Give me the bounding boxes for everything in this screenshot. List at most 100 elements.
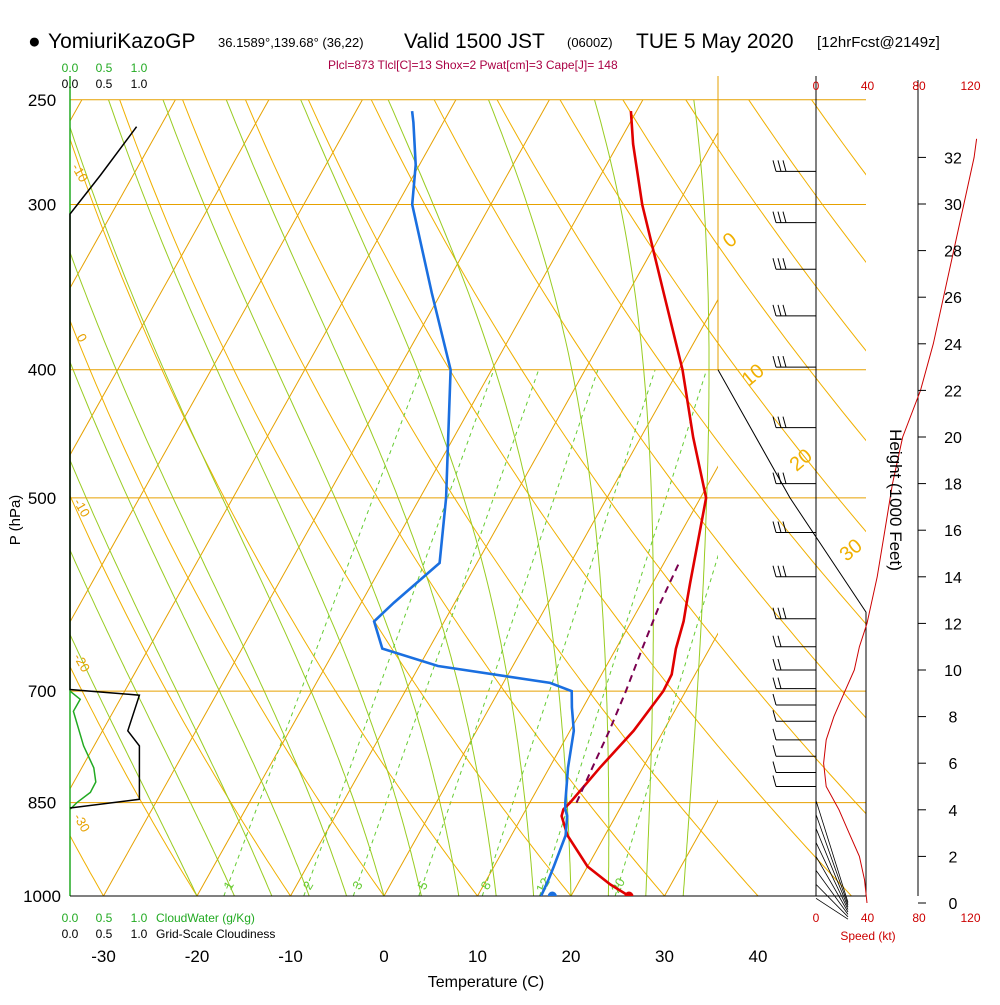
temperature-tick-label: -20 [185,947,210,966]
pressure-axis-title: P (hPa) [7,495,24,546]
wind-barb-flag [783,305,786,316]
wind-barb-flag [773,745,776,756]
wind-barb-flag [778,356,781,367]
height-tick-label: 28 [944,244,962,261]
surface-dewpoint-dot [548,892,557,901]
height-tick-label: 22 [944,383,962,400]
model-name: YomiuriKazoGP [48,30,195,54]
forecast-date: TUE 5 May 2020 [636,30,794,54]
dry-adiabat [937,100,1000,896]
height-tick-label: 12 [944,616,962,633]
stability-indices: Plcl=873 Tlcl[C]=13 Shox=2 Pwat[cm]=3 Ca… [328,58,618,72]
height-tick-label: 14 [944,570,962,587]
temperature-tick-label: 40 [749,947,768,966]
height-tick-label: 0 [949,896,958,913]
wind-barb-flag [783,258,786,269]
dry-adiabat-label: 30 [836,535,867,566]
parcel-line [577,563,680,803]
wind-barb-flag [773,636,776,647]
cloudiness-tick-top: 0.0 [62,77,79,91]
valid-time: Valid 1500 JST [404,30,545,54]
wind-barb-flag [773,160,776,171]
sounding-series [374,111,706,900]
temperature-tick-label: 0 [379,947,388,966]
speed-tick-top: 0 [813,79,820,93]
wind-barb-flag [773,258,776,269]
height-tick-label: 24 [944,337,962,354]
isotherm-label: -20 [71,651,93,675]
surface-temperature-dot [624,892,633,901]
cloudiness-tick-bottom: 1.0 [131,927,148,941]
height-tick-label: 10 [944,663,962,680]
wind-barb-staff [816,800,848,902]
cloudiness-axis-label: Grid-Scale Cloudiness [156,927,275,941]
speed-tick-bottom: 80 [912,911,926,925]
mixing-ratio-line [304,370,494,896]
cloudwater-tick-bottom: 0.0 [62,911,79,925]
wind-barb-flag [773,473,776,484]
cloudiness-tick-top: 0.5 [96,77,113,91]
pressure-tick-label: 250 [28,91,56,110]
wind-barb-flag [778,212,781,223]
wind-barb-flag [778,258,781,269]
dry-adiabat-label: 10 [738,360,769,391]
cloudiness-tick-top: 1.0 [131,77,148,91]
wind-barb-flag [783,212,786,223]
isotherm-label: -10 [69,161,91,185]
wind-barb-flag [778,636,781,647]
wind-barb-staff [816,856,848,912]
height-tick-label: 2 [949,849,958,866]
wind-barb-flag [783,417,786,428]
wind-barb-flag [783,473,786,484]
wind-barb-flag [773,729,776,740]
isotherm-label: -10 [71,496,93,520]
cloudwater-tick-top: 0.0 [62,61,79,75]
speed-tick-top: 80 [912,79,926,93]
speed-tick-top: 40 [861,79,875,93]
temperature-tick-label: 30 [655,947,674,966]
wind-barb-flag [773,776,776,787]
utc-time: (0600Z) [567,35,613,50]
height-tick-label: 32 [944,150,962,167]
speed-axis-label: Speed (kt) [840,929,895,943]
wind-barb-flag [773,522,776,533]
speed-tick-bottom: 120 [960,911,980,925]
wind-barb-flag [778,566,781,577]
wind-barb-staff [816,884,848,916]
isotherm-label: -30 [71,811,93,835]
temperature-axis-title: Temperature (C) [428,974,544,991]
pressure-tick-label: 1000 [23,887,61,906]
height-tick-label: 26 [944,290,962,307]
wind-barb-flag [778,522,781,533]
wind-barb-flag [773,694,776,705]
speed-tick-top: 120 [960,79,980,93]
wind-barb-flag [773,305,776,316]
wind-barb-flag [783,522,786,533]
mixing-ratio-label: 3 [349,878,366,892]
wind-barb-flag [778,160,781,171]
pressure-tick-label: 700 [28,682,56,701]
temperature-tick-label: -10 [278,947,303,966]
temperature-line [562,111,707,896]
cloudiness-line [70,127,139,808]
pressure-tick-label: 850 [28,794,56,813]
cloudwater-tick-top: 1.0 [131,61,148,75]
wind-barb-staff [816,898,848,919]
mixing-ratio-line [482,370,655,896]
dry-adiabat-label: 0 [719,228,742,252]
wind-barb-flag [778,305,781,316]
wind-barb-staff [816,814,848,904]
wind-barb-flag [783,356,786,367]
wind-barb-flag [783,160,786,171]
wind-barb-flag [778,678,781,689]
height-tick-label: 6 [949,756,958,773]
cloudwater-axis-label: CloudWater (g/Kg) [156,911,255,925]
wind-barb-flag [773,678,776,689]
wind-barb-staff [816,828,848,907]
height-tick-label: 20 [944,430,962,447]
pressure-tick-label: 500 [28,489,56,508]
header-bullet: ● [28,30,41,54]
station-coords: 36.1589°,139.68° (36,22) [218,35,364,50]
